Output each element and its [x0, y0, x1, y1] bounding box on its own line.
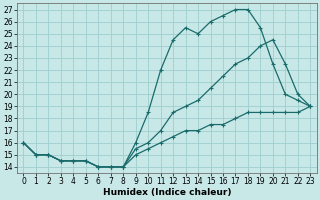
X-axis label: Humidex (Indice chaleur): Humidex (Indice chaleur): [103, 188, 231, 197]
